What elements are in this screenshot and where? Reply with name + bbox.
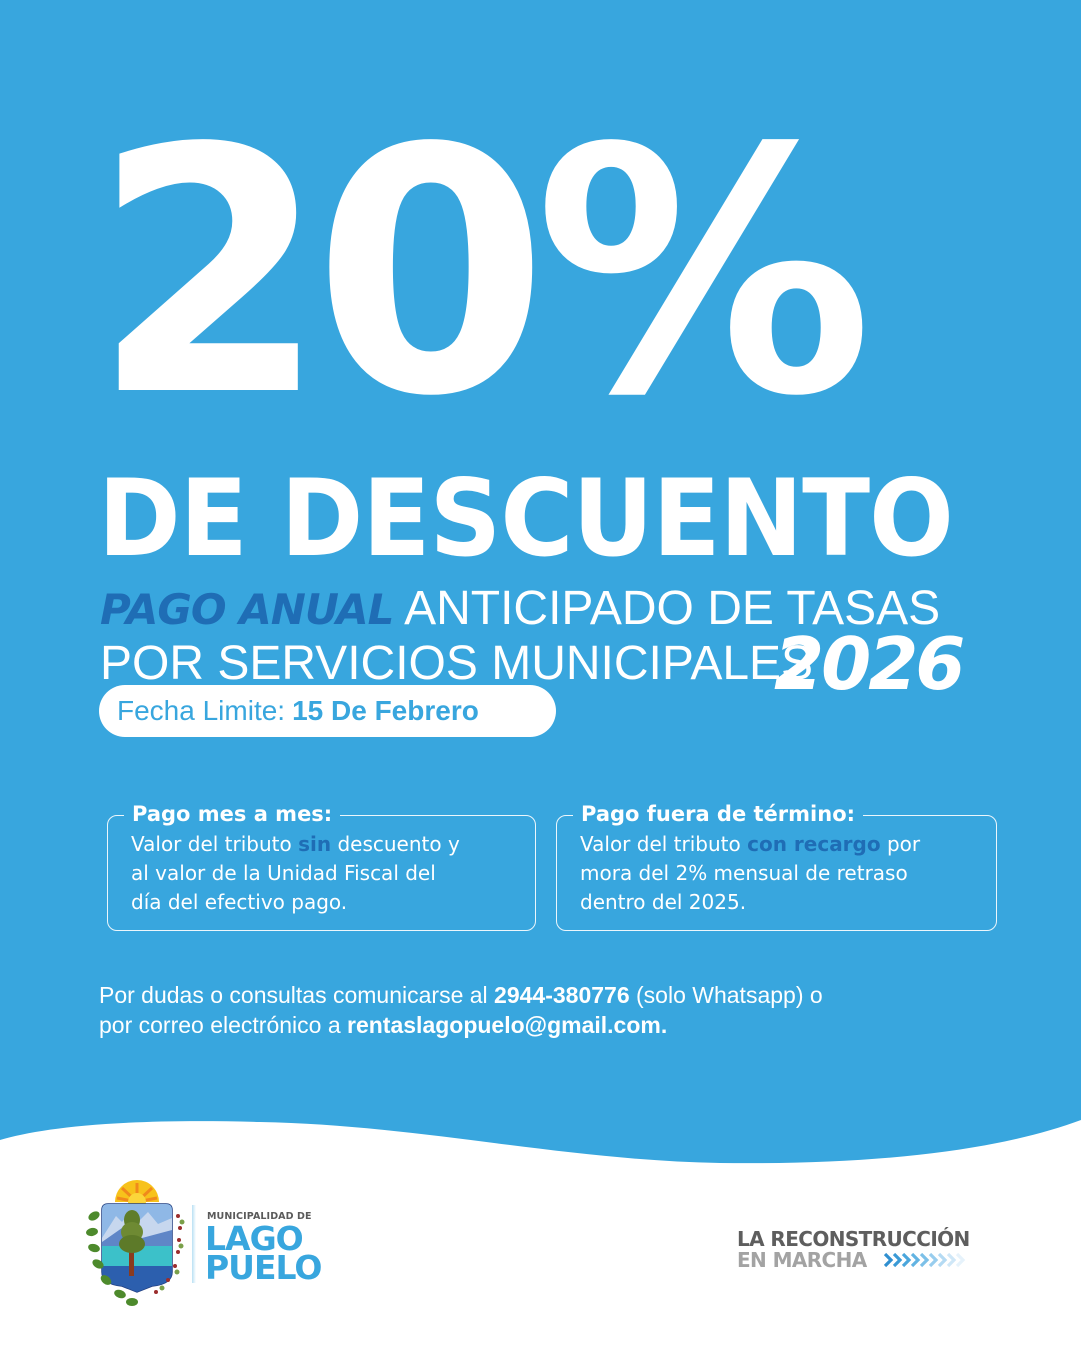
card-title: Pago fuera de término:	[573, 799, 864, 829]
slogan-line-2: EN MARCHA	[737, 1248, 867, 1272]
text: RECONSTRUCCIÓN	[770, 1227, 970, 1251]
phone-number[interactable]: 2944-380776	[494, 982, 630, 1008]
deadline-value: 15 De Febrero	[292, 695, 479, 726]
logo-separator	[192, 1205, 196, 1283]
text: por correo electrónico a	[99, 1012, 348, 1038]
chevrons-right-icon	[883, 1252, 968, 1268]
text: descuento y	[331, 832, 460, 856]
card-pago-fuera-de-termino: Pago fuera de término: Valor del tributo…	[556, 799, 997, 931]
logo-name-line-1: LAGO	[205, 1219, 304, 1258]
coat-of-arms-icon	[82, 1180, 192, 1312]
card-body: Valor del tributo con recargo por mora d…	[580, 830, 988, 917]
contact-line-2: por correo electrónico a rentaslagopuelo…	[99, 1010, 823, 1040]
card-line: día del efectivo pago.	[131, 890, 348, 914]
text: LA	[737, 1227, 771, 1251]
logo-name-line-2: PUELO	[205, 1248, 322, 1287]
card-line: al valor de la Unidad Fiscal del	[131, 861, 436, 885]
contact-line-1: Por dudas o consultas comunicarse al 294…	[99, 980, 823, 1010]
text: Por dudas o consultas comunicarse al	[99, 982, 495, 1008]
logo-label: MUNICIPALIDAD DE	[207, 1211, 312, 1222]
contact-info: Por dudas o consultas comunicarse al 294…	[99, 980, 823, 1040]
highlight-con-recargo: con recargo	[747, 832, 881, 856]
description-line-2: POR SERVICIOS MUNICIPALES	[100, 637, 814, 690]
discount-percent: 20%	[92, 76, 873, 470]
pago-anual-accent: PAGO ANUAL	[100, 585, 394, 634]
card-pago-mes-a-mes: Pago mes a mes: Valor del tributo sin de…	[107, 799, 536, 931]
text: por	[880, 832, 921, 856]
year: 2026	[774, 622, 965, 706]
text: Valor del tributo	[131, 832, 299, 856]
card-line: Valor del tributo con recargo por	[580, 830, 988, 859]
card-title: Pago mes a mes:	[124, 799, 341, 829]
highlight-sin: sin	[298, 832, 332, 856]
discount-subtitle: DE DESCUENTO	[98, 457, 954, 580]
deadline-label: Fecha Limite:	[117, 695, 286, 726]
description-line-1-rest: ANTICIPADO DE TASAS	[404, 582, 941, 635]
text: Valor del tributo	[580, 832, 748, 856]
blue-wave-background	[0, 0, 1081, 1164]
text: (solo Whatsapp) o	[629, 982, 823, 1008]
email-address[interactable]: rentaslagopuelo@gmail.com.	[347, 1012, 668, 1038]
card-body: Valor del tributo sin descuento y al val…	[131, 830, 527, 917]
card-line: dentro del 2025.	[580, 890, 747, 914]
card-line: mora del 2% mensual de retraso	[580, 861, 908, 885]
description-line-1: PAGO ANUAL ANTICIPADO DE TASAS	[100, 585, 940, 633]
deadline-pill: Fecha Limite: 15 De Febrero	[99, 685, 556, 737]
card-line: Valor del tributo sin descuento y	[131, 830, 527, 859]
slogan-line-1: LA RECONSTRUCCIÓN	[737, 1229, 970, 1249]
